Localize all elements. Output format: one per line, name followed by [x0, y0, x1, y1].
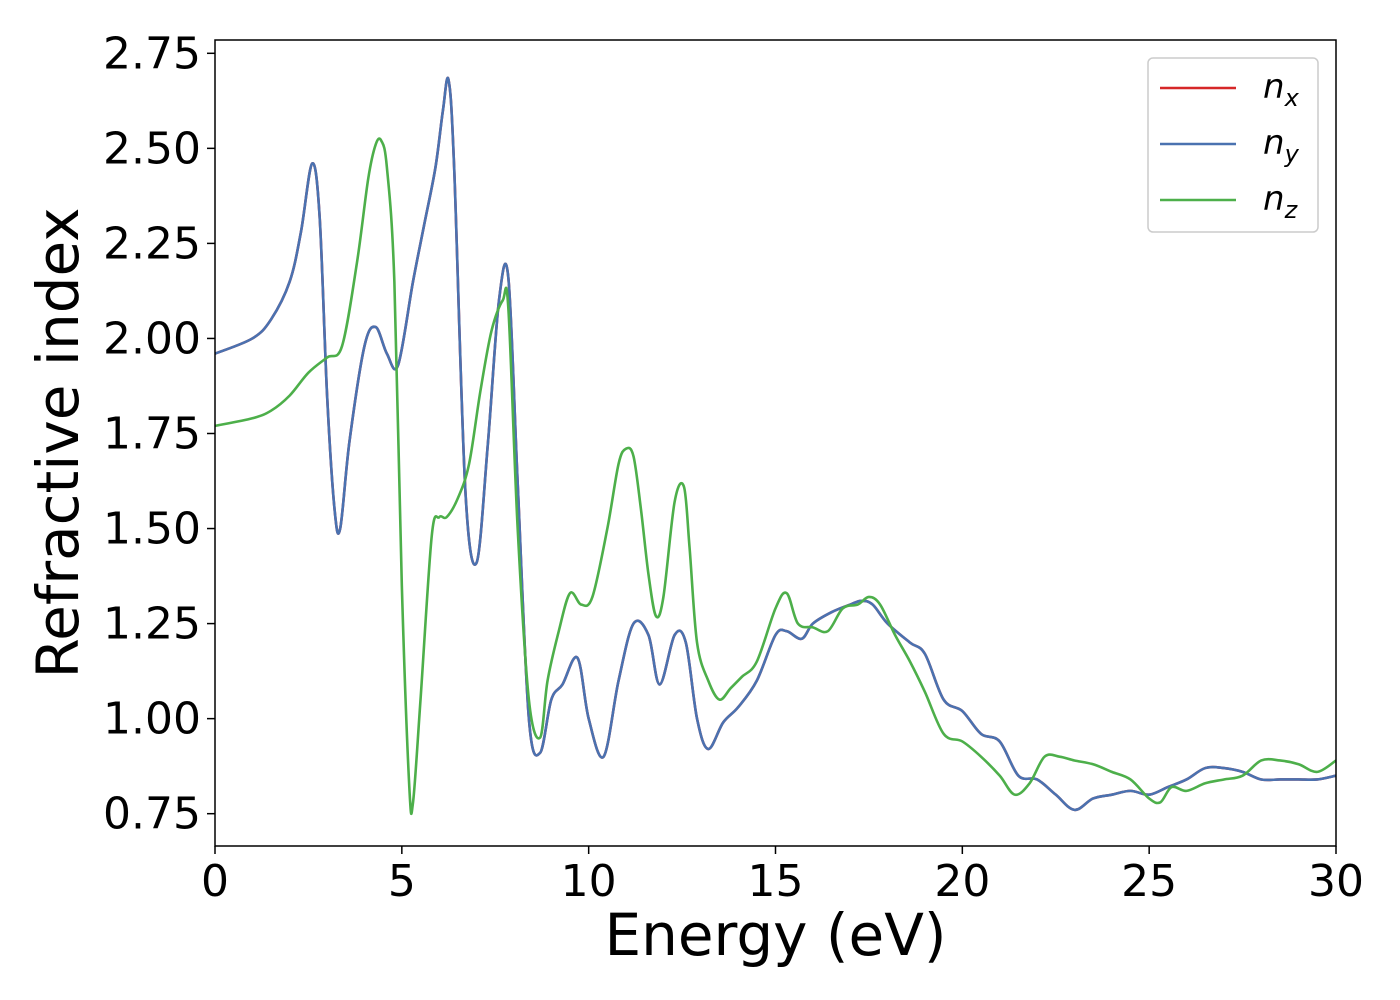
series-line-n-y	[215, 76, 1336, 812]
y-tick-label: 2.00	[103, 313, 201, 364]
x-tick-label: 5	[388, 856, 416, 907]
y-tick-label: 0.75	[103, 789, 201, 840]
y-tick-label: 1.50	[103, 504, 201, 555]
y-axis: 0.75 1.00 1.25 1.50 1.75 2.00 2.25 2.50 2.75	[103, 28, 215, 840]
y-tick-label: 1.00	[103, 694, 201, 745]
legend-label-n-z: nz	[1263, 179, 1299, 224]
y-tick-label: 1.25	[103, 599, 201, 650]
x-axis: 0 5 10 15 20 25 30	[201, 846, 1364, 907]
y-tick-label: 2.25	[103, 218, 201, 269]
x-tick-label: 15	[748, 856, 804, 907]
x-tick-label: 10	[561, 856, 617, 907]
legend: nx ny nz	[1147, 57, 1319, 233]
legend-label-n-y: ny	[1263, 123, 1300, 168]
x-axis-label: Energy (eV)	[604, 901, 946, 969]
x-tick-label: 0	[201, 856, 229, 907]
x-tick-label: 20	[934, 856, 990, 907]
y-tick-label: 2.50	[103, 123, 201, 174]
legend-label-n-x: nx	[1263, 67, 1300, 112]
x-tick-label: 30	[1308, 856, 1364, 907]
y-axis-label: Refractive index	[24, 207, 92, 678]
x-tick-label: 25	[1121, 856, 1177, 907]
series-lines	[215, 76, 1336, 815]
series-line-n-z	[215, 137, 1336, 815]
y-tick-label: 1.75	[103, 408, 201, 459]
y-tick-label: 2.75	[103, 28, 201, 79]
